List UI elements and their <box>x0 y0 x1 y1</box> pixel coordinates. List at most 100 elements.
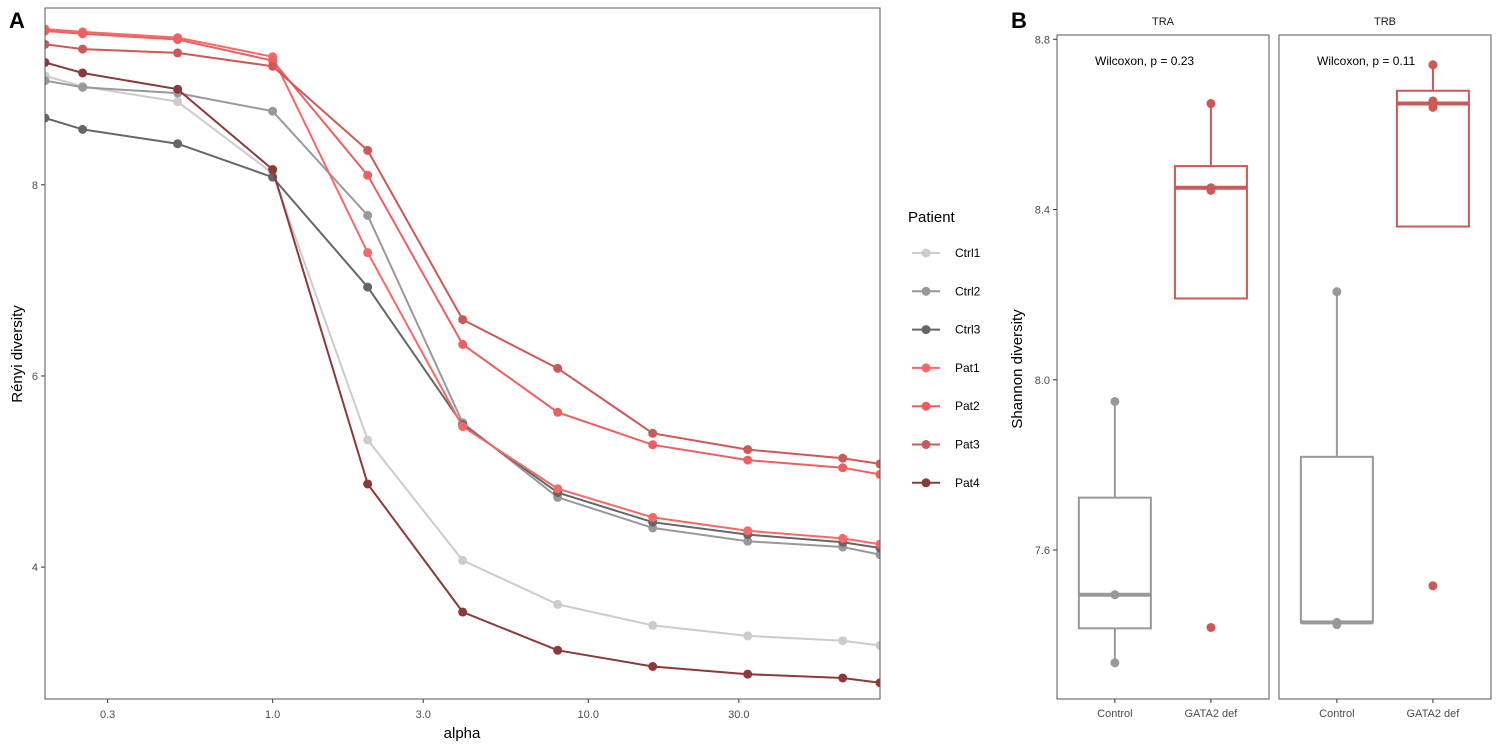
y-tick-label: 8.0 <box>1035 375 1050 387</box>
data-point-pat1 <box>648 512 658 522</box>
data-point-pat2 <box>78 29 88 39</box>
data-point-ctrl1 <box>648 620 658 630</box>
x-tick-label: GATA2 def <box>1185 708 1239 720</box>
panel-a-x-axis-title: alpha <box>444 725 481 742</box>
panel-a-border <box>44 7 881 700</box>
series-layer <box>45 24 880 688</box>
legend-key-point <box>921 440 931 449</box>
data-point-pat1 <box>363 248 373 258</box>
data-point <box>1428 102 1438 112</box>
x-tick-label: 10.0 <box>578 709 599 721</box>
series-line-pat4 <box>45 61 880 684</box>
data-point <box>1110 658 1120 668</box>
legend-key-point <box>921 248 931 258</box>
data-point-pat2 <box>458 339 468 349</box>
legend-label-pat1: Pat1 <box>955 361 980 375</box>
legend-key-point <box>921 286 931 296</box>
facet-tra: TRA Wilcoxon, p = 0.23 Control GATA2 def <box>1056 16 1270 720</box>
data-point-pat4 <box>78 68 88 78</box>
data-point-ctrl1 <box>458 555 468 565</box>
data-point-ctrl1 <box>743 631 753 641</box>
data-point <box>1206 185 1216 195</box>
legend: Patient Ctrl1 Ctrl2 Ctrl3 Pat1 Pat2 Pat3 Pat4 <box>908 209 981 490</box>
data-point-ctrl2 <box>875 550 880 560</box>
data-point-pat1 <box>743 526 753 536</box>
legend-label-pat3: Pat3 <box>955 438 980 452</box>
box <box>1395 89 1470 228</box>
box <box>1077 496 1152 630</box>
data-point-pat2 <box>173 35 183 45</box>
legend-key-point <box>921 363 931 373</box>
x-tick-label: 0.3 <box>100 709 115 721</box>
data-point-pat4 <box>45 57 50 67</box>
data-point-pat3 <box>458 315 468 325</box>
data-point-ctrl1 <box>363 435 373 445</box>
data-point-pat2 <box>363 170 373 180</box>
data-point <box>1428 60 1438 70</box>
legend-label-ctrl2: Ctrl2 <box>955 284 981 298</box>
series-line-pat3 <box>45 43 880 465</box>
x-tick-label: GATA2 def <box>1407 708 1461 720</box>
outlier-point <box>1206 622 1216 632</box>
data-point-pat1 <box>553 484 563 494</box>
data-point-pat3 <box>78 44 88 54</box>
y-tick-label: 8.4 <box>1035 205 1050 217</box>
data-point-pat4 <box>875 678 880 688</box>
legend-label-ctrl1: Ctrl1 <box>955 246 981 260</box>
data-point <box>1428 96 1438 106</box>
legend-label-pat4: Pat4 <box>955 476 980 490</box>
data-point-ctrl3 <box>173 139 183 149</box>
data-point-ctrl2 <box>743 536 753 546</box>
box <box>1299 455 1374 624</box>
facet-strip-label: TRA <box>1152 16 1175 28</box>
wilcoxon-annotation: Wilcoxon, p = 0.23 <box>1095 54 1194 68</box>
data-point <box>1332 620 1342 630</box>
data-point-pat3 <box>553 363 563 373</box>
x-tick-label: 1.0 <box>265 709 280 721</box>
data-point-pat3 <box>173 48 183 58</box>
data-point-ctrl2 <box>268 106 278 116</box>
data-point-ctrl1 <box>553 599 563 609</box>
data-point-pat4 <box>648 662 658 672</box>
data-point-pat4 <box>838 673 848 683</box>
data-point-pat4 <box>268 165 278 175</box>
wilcoxon-annotation: Wilcoxon, p = 0.11 <box>1317 54 1415 68</box>
data-point-pat3 <box>45 39 50 49</box>
data-point-pat2 <box>648 440 658 450</box>
data-point-pat3 <box>838 453 848 463</box>
data-point-pat3 <box>363 145 373 155</box>
data-point-pat2 <box>743 455 753 465</box>
facet-border <box>1278 34 1492 700</box>
x-tick-label: Control <box>1319 708 1354 720</box>
data-point-pat3 <box>875 459 880 469</box>
y-tick-label: 6 <box>32 371 38 383</box>
data-point <box>1110 396 1120 406</box>
data-point-pat2 <box>45 26 50 36</box>
data-point-pat3 <box>268 61 278 71</box>
facet-strip-label: TRB <box>1374 16 1396 28</box>
data-point-ctrl1 <box>173 97 183 107</box>
data-point-ctrl2 <box>78 82 88 92</box>
x-tick-label: Control <box>1097 708 1132 720</box>
legend-title: Patient <box>908 209 956 226</box>
data-point-pat1 <box>838 533 848 543</box>
panel-a-y-axis-title: Rényi diversity <box>9 305 26 403</box>
data-point-pat4 <box>743 669 753 679</box>
series-line-ctrl3 <box>45 116 880 549</box>
data-point-ctrl2 <box>363 210 373 220</box>
x-tick-label: 3.0 <box>416 709 431 721</box>
data-point-ctrl1 <box>838 636 848 646</box>
data-point-pat4 <box>173 84 183 94</box>
data-point-ctrl2 <box>45 76 50 86</box>
series-line-pat2 <box>45 29 880 476</box>
legend-label-pat2: Pat2 <box>955 399 980 413</box>
panel-b-tag: B <box>1011 8 1027 33</box>
outlier-point <box>1428 581 1438 591</box>
legend-key-point <box>921 325 931 335</box>
panel-a-plot: 4 6 8 0.3 1.0 3.0 10.0 30.0 <box>32 7 881 721</box>
data-point-pat2 <box>838 463 848 473</box>
y-tick-label: 8.8 <box>1035 34 1050 46</box>
legend-key-point <box>921 401 931 411</box>
facet-border <box>1056 34 1270 700</box>
